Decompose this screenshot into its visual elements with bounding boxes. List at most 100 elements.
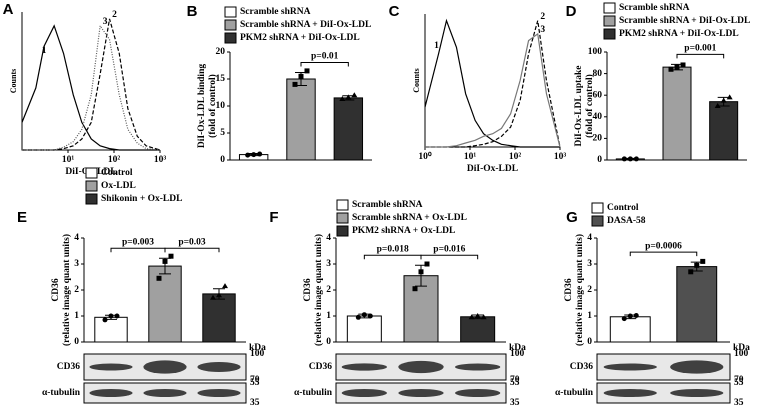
legend-swatch bbox=[224, 19, 237, 31]
legend-swatch bbox=[336, 199, 349, 211]
bar bbox=[148, 265, 182, 343]
x-tick-label: 10¹ bbox=[464, 152, 477, 162]
data-point bbox=[621, 156, 627, 162]
blot-row-label: α-tubulin bbox=[555, 388, 594, 398]
y-tick-label: 100 bbox=[588, 47, 603, 57]
data-point bbox=[480, 314, 487, 320]
blot-marker: 55 bbox=[250, 378, 260, 388]
data-point bbox=[726, 94, 733, 100]
x-tick-label: 10³ bbox=[154, 155, 167, 165]
bar bbox=[346, 315, 382, 343]
histogram-curve bbox=[22, 24, 161, 151]
blot-marker: 70 bbox=[250, 375, 260, 385]
y-tick-label: 4 bbox=[74, 233, 79, 243]
data-point bbox=[418, 269, 424, 275]
axes bbox=[21, 12, 160, 151]
legend-label: Control bbox=[607, 203, 639, 213]
data-point bbox=[424, 261, 430, 267]
histogram-curve bbox=[424, 18, 560, 148]
y-tick-label: 1 bbox=[587, 311, 592, 321]
legend-swatch bbox=[591, 202, 604, 214]
legend-swatch bbox=[336, 212, 349, 224]
y-tick-label: 2 bbox=[326, 285, 331, 295]
p-value: p=0.001 bbox=[684, 44, 716, 54]
blot-marker: 35 bbox=[510, 398, 520, 407]
histogram-curve bbox=[22, 18, 161, 151]
y-axis-label: Counts bbox=[9, 69, 18, 93]
data-point bbox=[633, 156, 639, 162]
bar bbox=[286, 78, 316, 161]
y-axis-label: DiI-Ox-LDL uptake(fold of control) bbox=[574, 65, 595, 146]
y-axis-label: DiI-Ox-LDL binding(fold of control) bbox=[197, 64, 218, 148]
y-tick-label: 1 bbox=[74, 311, 79, 321]
legend-label: Shikonin + Ox-LDL bbox=[101, 194, 182, 204]
data-point bbox=[627, 313, 633, 319]
blot-band bbox=[455, 363, 501, 371]
legend-swatch bbox=[603, 28, 616, 40]
legend-label: DASA-58 bbox=[607, 216, 646, 226]
y-tick-label: 1 bbox=[326, 311, 331, 321]
blot-band bbox=[89, 389, 133, 397]
blot-unit: kDa bbox=[733, 343, 750, 353]
bar bbox=[333, 97, 364, 161]
bar bbox=[709, 101, 739, 161]
x-axis-label: DiI-Ox-LDL bbox=[467, 164, 518, 174]
legend-label: Ox-LDL bbox=[101, 181, 136, 191]
data-point bbox=[222, 283, 228, 289]
blot-band bbox=[398, 360, 444, 374]
legend-label: Scramble shRNA + DiI-Ox-LDL bbox=[240, 20, 371, 30]
panel-label: A bbox=[3, 1, 14, 18]
data-point bbox=[621, 316, 627, 322]
panel-label: C bbox=[389, 3, 400, 20]
y-axis-label-line: (fold of control) bbox=[207, 74, 218, 138]
curve-label: 1 bbox=[434, 41, 439, 51]
panel-label: G bbox=[566, 209, 578, 226]
y-axis-label-line: CD36 bbox=[303, 278, 313, 301]
bar bbox=[94, 316, 128, 343]
data-point bbox=[114, 313, 120, 319]
blot-marker: 70 bbox=[734, 375, 744, 385]
y-axis-label: Counts bbox=[412, 68, 421, 92]
y-axis-label: CD36(relative image quant units) bbox=[564, 234, 585, 346]
data-point bbox=[339, 95, 346, 101]
y-tick-label: 4 bbox=[326, 233, 331, 243]
blot-marker: 100 bbox=[510, 349, 525, 359]
blot-unit: kDa bbox=[509, 343, 526, 353]
legend-swatch bbox=[224, 6, 237, 18]
blot-band bbox=[603, 363, 657, 371]
legend-swatch bbox=[85, 167, 98, 179]
histogram-curve bbox=[425, 32, 561, 148]
blot-marker: 70 bbox=[510, 375, 520, 385]
x-tick-label: 10³ bbox=[554, 152, 567, 162]
curve-label: 3 bbox=[540, 25, 545, 35]
blot-band bbox=[670, 389, 724, 397]
data-point bbox=[168, 253, 174, 259]
histogram-curve bbox=[425, 20, 561, 148]
data-point bbox=[714, 103, 721, 108]
blot-band bbox=[89, 363, 133, 371]
y-tick-label: 0 bbox=[597, 155, 602, 165]
blot-band bbox=[143, 389, 187, 397]
y-axis-label-line: CD36 bbox=[51, 278, 61, 301]
legend-swatch bbox=[224, 32, 237, 44]
legend-swatch bbox=[336, 225, 349, 237]
data-point bbox=[361, 312, 367, 318]
blot-band bbox=[197, 389, 241, 397]
p-value: p=0.016 bbox=[433, 244, 465, 254]
blot-band bbox=[670, 360, 724, 374]
blot-row-label: α-tubulin bbox=[294, 388, 333, 398]
blot-frame bbox=[596, 382, 731, 404]
p-value: p=0.0006 bbox=[645, 241, 682, 251]
legend-label: PKM2 shRNA + DiI-Ox-LDL bbox=[619, 29, 739, 39]
histogram-curve bbox=[21, 24, 160, 151]
blot-marker: 55 bbox=[734, 378, 744, 388]
legend-label: Control bbox=[101, 168, 133, 178]
comparison-bracket bbox=[363, 254, 422, 260]
blot-band bbox=[341, 363, 388, 371]
p-value: p=0.03 bbox=[178, 237, 206, 247]
blot-marker: 35 bbox=[734, 398, 744, 407]
blot-band bbox=[455, 389, 501, 397]
legend-label: Scramble shRNA + Ox-LDL bbox=[352, 213, 467, 223]
data-point bbox=[102, 317, 108, 323]
